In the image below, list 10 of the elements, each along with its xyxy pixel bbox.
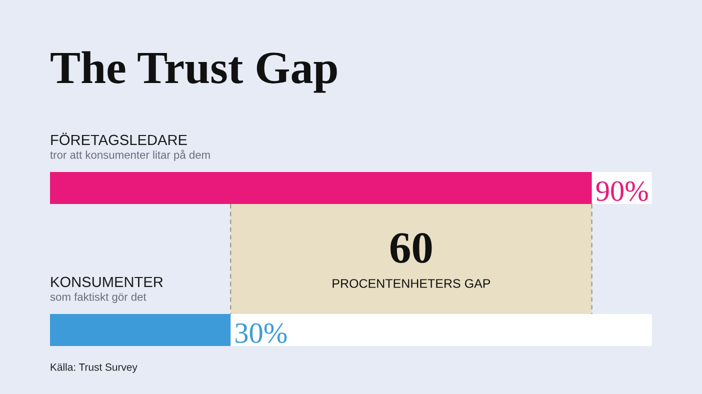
y-tick-label: FÖRETAGSLEDARE: [51, 132, 187, 146]
annotation: som faktiskt gör det: [50, 292, 146, 303]
annotation: 60: [390, 233, 432, 264]
chart-title: The Trust Gap: [50, 51, 337, 93]
data-label: 30%: [236, 323, 287, 344]
y-tick-label: KONSUMENTER: [51, 276, 163, 288]
text: Källa: Trust Survey: [50, 363, 138, 373]
band-label: PROCENTENHETERS GAP: [332, 279, 490, 288]
data-label: 90%: [596, 181, 648, 202]
annotation: tror att konsumenter litar på dem: [50, 150, 210, 161]
